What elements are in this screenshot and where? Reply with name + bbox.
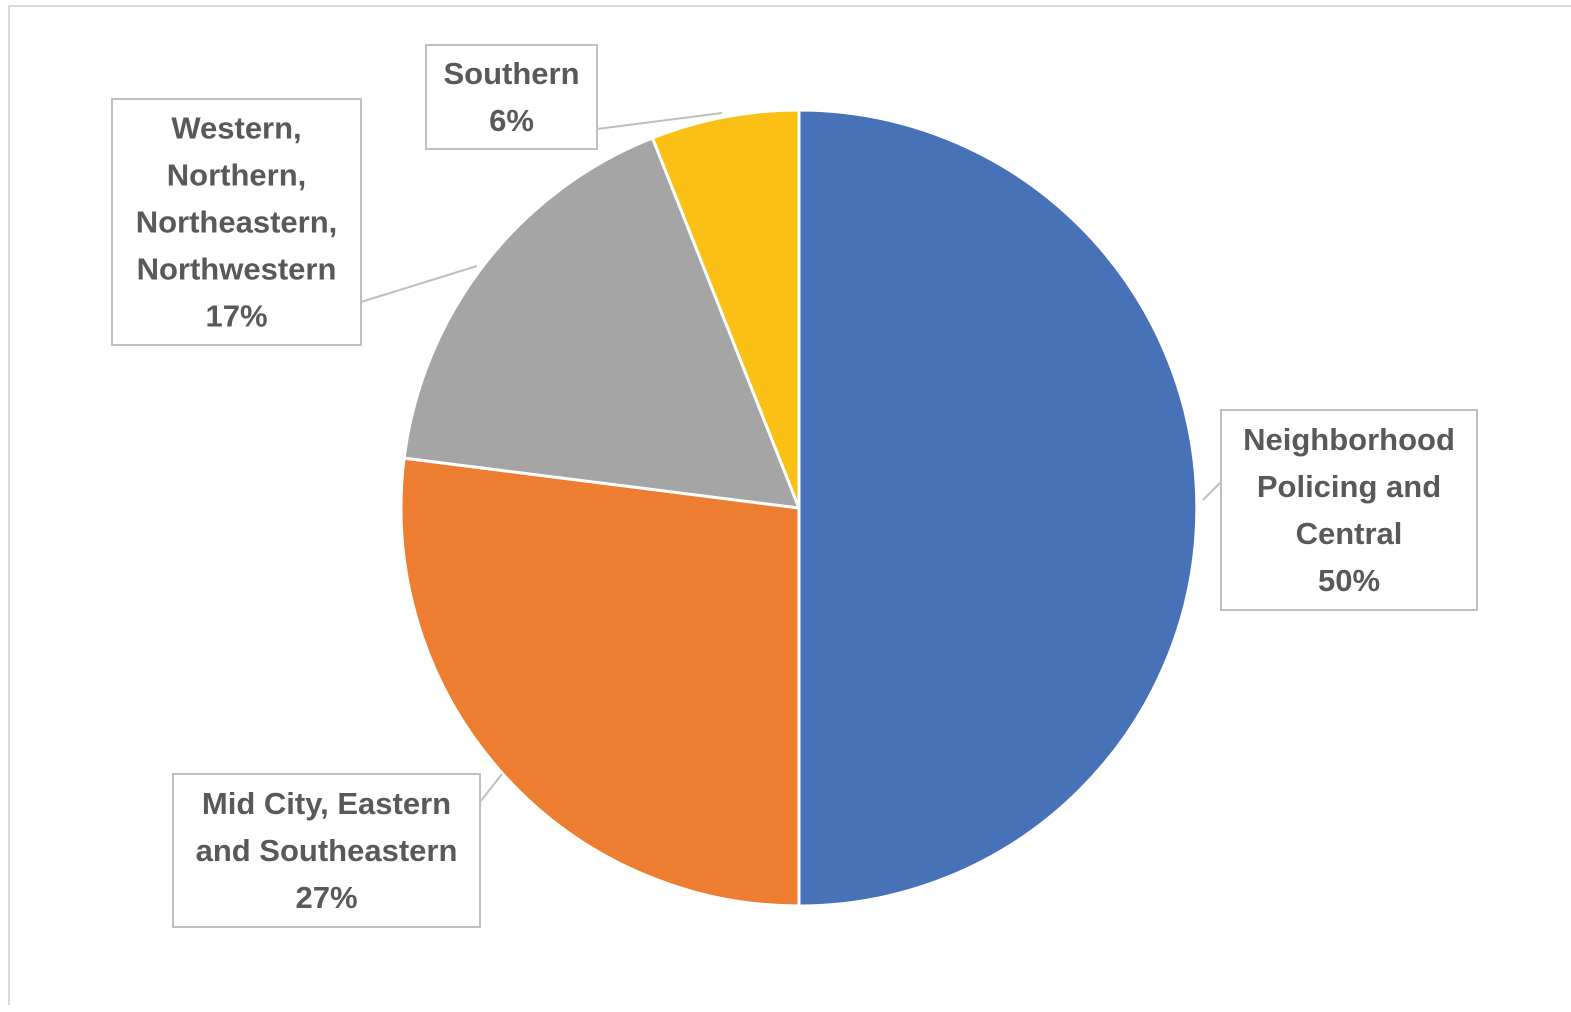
data-label-2: Western, Northern, Northeastern, Northweste… xyxy=(111,98,478,346)
category-label-0-line-1: Policing and xyxy=(1257,469,1441,504)
label-box-2 xyxy=(111,98,362,346)
category-label-2-line-2: Northeastern, xyxy=(136,204,338,239)
label-text-2: Western, Northern, Northeastern, Northweste… xyxy=(136,110,338,333)
label-text-0: Neighborhood Policing and Central 50% xyxy=(1243,422,1455,598)
pie-slice-1 xyxy=(399,456,801,908)
leader-line-1 xyxy=(479,773,503,803)
pie-labels: Neighborhood Policing and Central 50% Mid Ci… xyxy=(111,44,1478,928)
category-label-0-line-2: Central xyxy=(1296,516,1403,551)
percent-label-1: 27% xyxy=(295,880,357,915)
pie-slice-0 xyxy=(797,108,1199,908)
data-label-1: Mid City, Eastern and Southeastern 27% xyxy=(172,773,503,928)
category-label-3-line-0: Southern xyxy=(443,56,579,91)
pie-slice-2 xyxy=(402,136,801,510)
label-text-3: Southern 6% xyxy=(443,56,579,138)
category-label-0-line-0: Neighborhood xyxy=(1243,422,1455,457)
data-label-3: Southern 6% xyxy=(425,44,723,150)
label-box-1 xyxy=(172,773,481,928)
category-label-2-line-1: Northern, xyxy=(167,157,307,192)
leader-line-3 xyxy=(596,112,723,130)
leader-line-0 xyxy=(1202,481,1222,501)
category-label-1-line-1: and Southeastern xyxy=(196,833,458,868)
label-box-0 xyxy=(1220,409,1478,611)
pie-slice-3 xyxy=(650,108,801,510)
pie-slices xyxy=(399,108,1199,908)
percent-label-2: 17% xyxy=(205,298,267,333)
label-box-3 xyxy=(425,44,598,150)
category-label-2-line-3: Northwestern xyxy=(137,251,337,286)
category-label-2-line-0: Western, xyxy=(171,110,301,145)
chart-area: Neighborhood Policing and Central 50% Mid Ci… xyxy=(8,5,1571,1005)
category-label-1-line-0: Mid City, Eastern xyxy=(202,786,451,821)
pie-chart: Neighborhood Policing and Central 50% Mid Ci… xyxy=(111,44,1478,928)
percent-label-3: 6% xyxy=(489,103,534,138)
leader-line-2 xyxy=(360,265,478,303)
data-label-0: Neighborhood Policing and Central 50% xyxy=(1202,409,1478,611)
percent-label-0: 50% xyxy=(1318,563,1380,598)
label-text-1: Mid City, Eastern and Southeastern 27% xyxy=(196,786,458,915)
